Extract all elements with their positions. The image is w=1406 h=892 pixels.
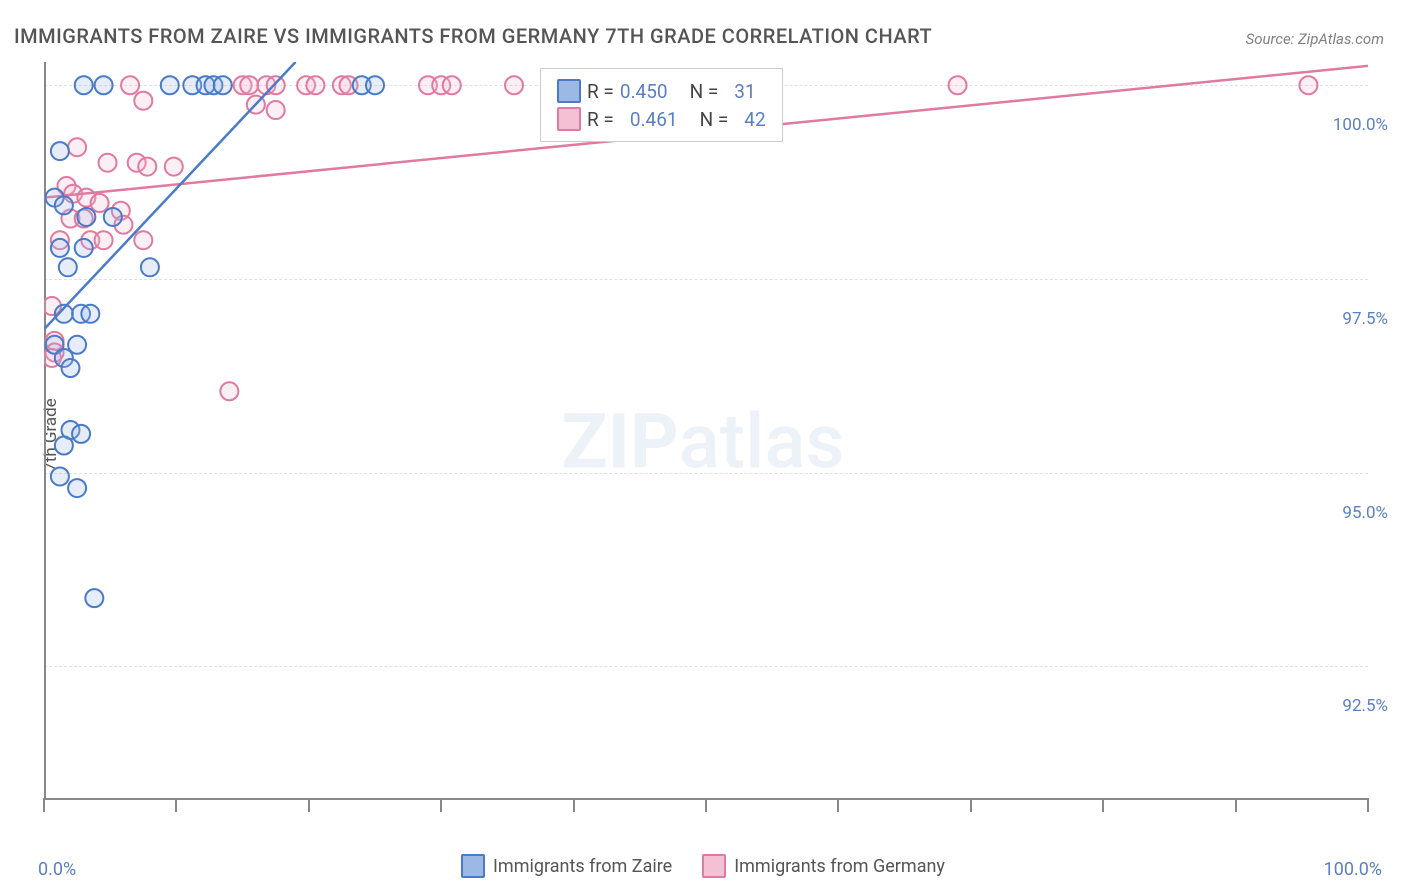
scatter-point: [51, 467, 69, 485]
stats-row-germany: R = 0.461 N = 42: [557, 105, 766, 133]
scatter-point: [165, 158, 183, 176]
scatter-point: [81, 305, 99, 323]
scatter-point: [51, 239, 69, 257]
r-label: R =: [587, 80, 614, 103]
scatter-point: [505, 76, 523, 94]
x-tick: [308, 798, 310, 812]
scatter-point: [138, 158, 156, 176]
n-label: N =: [690, 80, 719, 103]
legend-label-zaire: Immigrants from Zaire: [493, 856, 672, 877]
scatter-point: [51, 142, 69, 160]
legend-label-germany: Immigrants from Germany: [734, 856, 945, 877]
scatter-point: [306, 76, 324, 94]
stats-row-zaire: R = 0.450 N = 31: [557, 77, 766, 105]
scatter-point: [68, 479, 86, 497]
n-label: N =: [700, 108, 729, 131]
legend-swatch-zaire: [461, 854, 485, 878]
x-tick: [1102, 798, 1104, 812]
scatter-point: [85, 589, 103, 607]
scatter-point: [68, 138, 86, 156]
scatter-point: [121, 76, 139, 94]
x-tick: [705, 798, 707, 812]
scatter-point: [214, 76, 232, 94]
stats-legend: R = 0.450 N = 31 R = 0.461 N = 42: [540, 68, 783, 142]
source-attribution: Source: ZipAtlas.com: [1246, 30, 1384, 48]
r-value-germany: 0.461: [630, 108, 678, 131]
scatter-point: [55, 436, 73, 454]
x-tick: [573, 798, 575, 812]
scatter-point: [366, 76, 384, 94]
scatter-point: [55, 196, 73, 214]
x-tick: [1367, 798, 1369, 812]
scatter-point: [141, 258, 159, 276]
r-label: R =: [587, 108, 614, 131]
n-value-germany: 42: [744, 108, 765, 131]
x-tick: [440, 798, 442, 812]
chart-title: IMMIGRANTS FROM ZAIRE VS IMMIGRANTS FROM…: [14, 24, 932, 48]
scatter-point: [61, 359, 79, 377]
x-tick: [175, 798, 177, 812]
scatter-point: [75, 239, 93, 257]
scatter-point: [134, 231, 152, 249]
scatter-point: [161, 76, 179, 94]
x-tick: [43, 798, 45, 812]
scatter-point: [72, 425, 90, 443]
legend-item-germany: Immigrants from Germany: [702, 854, 945, 878]
scatter-point: [949, 76, 967, 94]
scatter-point: [134, 92, 152, 110]
legend-item-zaire: Immigrants from Zaire: [461, 854, 672, 878]
series-legend: Immigrants from Zaire Immigrants from Ge…: [0, 854, 1406, 878]
scatter-point: [91, 194, 109, 212]
scatter-point: [267, 101, 285, 119]
scatter-point: [104, 208, 122, 226]
scatter-point: [443, 76, 461, 94]
legend-swatch-germany: [702, 854, 726, 878]
legend-swatch-germany: [557, 107, 581, 131]
x-tick: [1235, 798, 1237, 812]
scatter-point: [75, 76, 93, 94]
scatter-point: [95, 76, 113, 94]
scatter-point: [220, 382, 238, 400]
scatter-point: [99, 154, 117, 172]
x-tick: [837, 798, 839, 812]
scatter-point: [77, 208, 95, 226]
scatter-point: [59, 258, 77, 276]
scatter-point: [1299, 76, 1317, 94]
x-tick: [970, 798, 972, 812]
legend-swatch-zaire: [557, 79, 581, 103]
scatter-point: [240, 76, 258, 94]
scatter-chart: [44, 62, 1368, 798]
r-value-zaire: 0.450: [620, 80, 668, 103]
scatter-point: [95, 231, 113, 249]
n-value-zaire: 31: [734, 80, 755, 103]
